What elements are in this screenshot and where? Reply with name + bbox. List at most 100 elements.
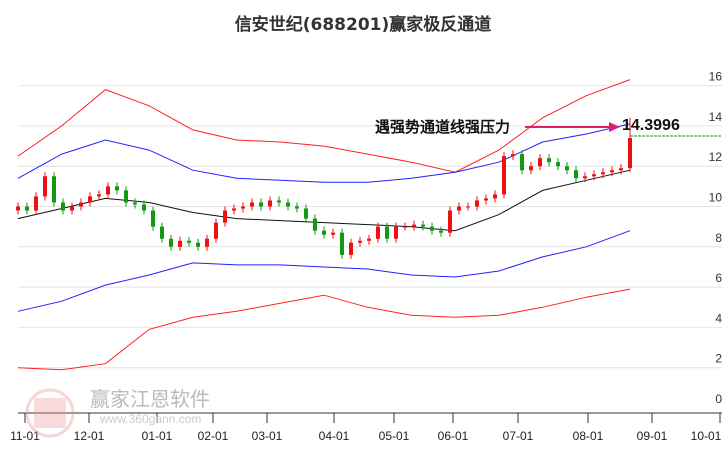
series-middle [17, 169, 631, 232]
candle-body [610, 170, 614, 173]
candle-body [403, 226, 407, 228]
candle-body [430, 226, 434, 231]
candle-body [583, 176, 587, 179]
watermark-name: 赢家江恩软件 [90, 387, 210, 411]
y-tick-label: 14 [709, 110, 723, 124]
watermark-url: www.360gann.com [100, 412, 202, 426]
candle-body [331, 232, 335, 235]
candle-body [511, 154, 515, 157]
candle-body [196, 242, 200, 247]
candle-body [493, 194, 497, 199]
candle-body [232, 208, 236, 211]
candle-body [16, 206, 20, 211]
candle-body [394, 226, 398, 239]
candle-body [214, 222, 218, 239]
x-tick-label: 04-01 [319, 429, 350, 443]
candle-body [565, 166, 569, 171]
x-tick-label: 09-01 [637, 429, 668, 443]
candle-body [520, 154, 524, 171]
candle-body [628, 137, 632, 169]
candle-body [124, 190, 128, 203]
candle-body [340, 232, 344, 255]
candle-body [484, 198, 488, 201]
candle-body [601, 172, 605, 175]
candle-body [277, 200, 281, 203]
x-tick-label: 02-01 [198, 429, 229, 443]
candle-body [466, 206, 470, 208]
candle-body [106, 186, 110, 195]
candle-body [538, 158, 542, 167]
x-tick-label: 08-01 [573, 429, 604, 443]
candle-body [385, 226, 389, 239]
candle-body [574, 170, 578, 179]
x-tick-label: 03-01 [252, 429, 283, 443]
candle-body [619, 168, 623, 171]
candle-body [322, 230, 326, 235]
candle-body [448, 210, 452, 233]
candle-body [178, 240, 182, 247]
candle-body [115, 186, 119, 191]
candle-body [97, 194, 101, 197]
series-lower-outer [17, 288, 631, 371]
candle-body [592, 174, 596, 177]
candle-body [61, 202, 65, 211]
y-tick-label: 10 [709, 191, 723, 205]
candle-body [187, 240, 191, 243]
annotation-value: 14.3996 [622, 117, 680, 134]
x-tick-label: 11-01 [10, 429, 40, 443]
candle-body [133, 202, 137, 205]
candle-body [295, 206, 299, 209]
y-tick-label: 12 [709, 150, 723, 164]
candle-body [313, 218, 317, 231]
candle-body [367, 238, 371, 241]
candle-body [502, 156, 506, 195]
candle-body [52, 176, 56, 203]
x-tick-label: 05-01 [379, 429, 410, 443]
candle-body [70, 206, 74, 211]
x-tick-label: 07-01 [503, 429, 534, 443]
y-tick-label: 8 [715, 231, 722, 245]
candle-body [88, 196, 92, 203]
candle-body [142, 204, 146, 211]
candle-body [286, 202, 290, 207]
y-tick-label: 16 [709, 70, 723, 84]
series-upper-inner [17, 123, 631, 183]
candle-body [304, 208, 308, 219]
series-lower-inner [17, 230, 631, 312]
candle-body [268, 200, 272, 207]
candle-body [259, 202, 263, 207]
candle-body [151, 210, 155, 227]
candle-body [412, 224, 416, 227]
candle-body [169, 238, 173, 247]
candle-body [223, 210, 227, 223]
candle-body [547, 158, 551, 163]
x-tick-label: 10-01 [691, 429, 722, 443]
x-tick-label: 01-01 [142, 429, 173, 443]
candle-body [556, 162, 560, 167]
series-upper-outer [17, 79, 631, 173]
y-tick-label: 0 [715, 392, 722, 406]
candle-body [421, 224, 425, 227]
candle-body [160, 226, 164, 239]
candle-body [250, 202, 254, 207]
y-tick-label: 2 [715, 352, 722, 366]
candle-body [205, 238, 209, 247]
candle-body [79, 202, 83, 207]
arrow-head-icon [609, 122, 620, 132]
candle-body [358, 240, 362, 243]
candle-body [457, 206, 461, 211]
y-tick-label: 6 [715, 271, 722, 285]
candle-body [439, 230, 443, 233]
candle-body [241, 206, 245, 209]
candle-body [475, 200, 479, 207]
x-tick-label: 06-01 [438, 429, 469, 443]
candle-body [529, 166, 533, 171]
candle-body [25, 206, 29, 211]
y-tick-label: 4 [715, 311, 722, 325]
chart-title: 信安世纪(688201)赢家极反通道 [234, 15, 492, 35]
candle-body [43, 176, 47, 197]
annotation-text: 遇强势通道线强压力 [375, 118, 511, 136]
candle-body [34, 196, 38, 211]
candle-body [349, 242, 353, 255]
